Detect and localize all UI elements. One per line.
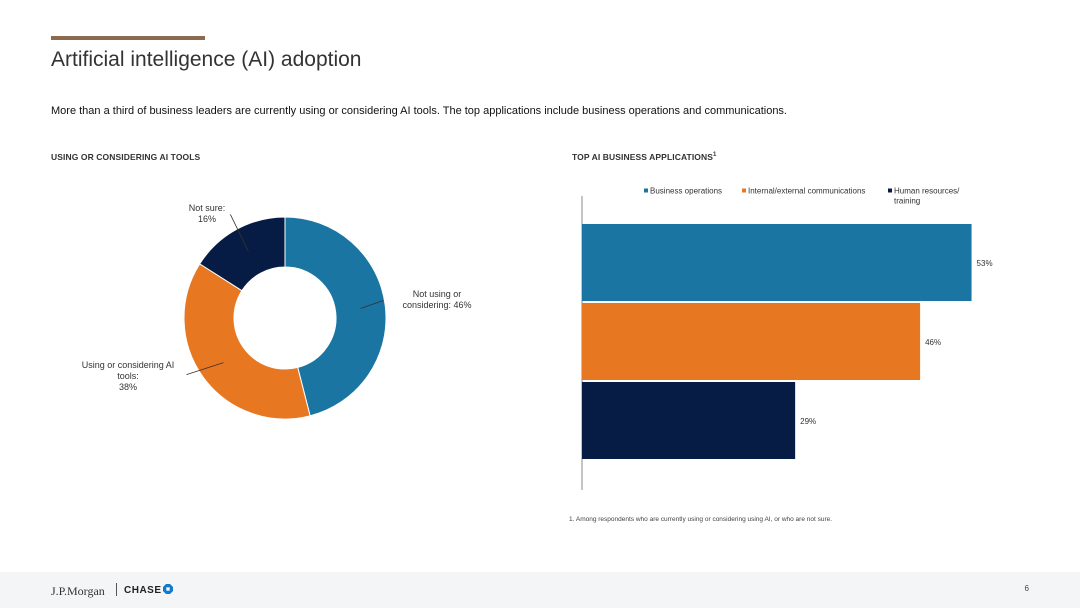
legend-label-internal-external-communications: Internal/external communications	[748, 187, 865, 196]
legend-swatch-internal-external-communications	[742, 188, 746, 193]
footnote: 1. Among respondents who are currently u…	[569, 516, 833, 523]
donut-label-using: Using or considering AI tools: 38%	[82, 360, 175, 392]
bar-business-operations	[582, 224, 972, 301]
legend-swatch-business-operations	[644, 188, 648, 193]
title-accent-bar	[51, 36, 205, 40]
footnote-marker: 1	[713, 152, 717, 159]
legend-label-business-operations: Business operations	[650, 187, 722, 196]
donut-label-not-using: Not using or considering: 46%	[402, 289, 471, 310]
page-number: 6	[1024, 584, 1029, 593]
donut-slice-using-or-considering-ai-tools	[183, 263, 311, 420]
jpmorgan-logo: J.P.Morgan	[51, 584, 105, 598]
legend-label-human-resources-training: Human resources/training	[894, 187, 960, 206]
bar-internal-external-communications	[582, 303, 921, 380]
logo-divider	[116, 583, 117, 596]
donut-chart-title: USING OR CONSIDERING AI TOOLS	[51, 152, 201, 162]
page-title: Artificial intelligence (AI) adoption	[51, 48, 362, 71]
legend-swatch-human-resources-training	[888, 188, 892, 193]
leader-line-not-using	[360, 300, 384, 309]
bar-human-resources-training	[582, 382, 796, 459]
bar-value-label-human-resources-training: 29%	[800, 417, 816, 426]
leader-line-not-sure	[230, 214, 249, 252]
bar-value-label-internal-external-communications: 46%	[925, 338, 941, 347]
donut-label-not-sure: Not sure: 16%	[189, 203, 226, 224]
bar-value-label-business-operations: 53%	[977, 259, 993, 268]
page-subtitle: More than a third of business leaders ar…	[51, 105, 787, 117]
bar-chart-title-text: TOP AI BUSINESS APPLICATIONS	[572, 152, 714, 162]
bar-chart-title: TOP AI BUSINESS APPLICATIONS1	[572, 152, 716, 162]
chase-logo: CHASE	[124, 585, 162, 596]
chase-octagon-icon	[163, 584, 173, 594]
donut-slice-not-using-or-considering	[284, 216, 387, 417]
donut-slice-not-sure	[199, 216, 286, 292]
footer-bar: J.P.Morgan CHASE 6	[0, 572, 1080, 608]
leader-line-using	[186, 362, 224, 376]
